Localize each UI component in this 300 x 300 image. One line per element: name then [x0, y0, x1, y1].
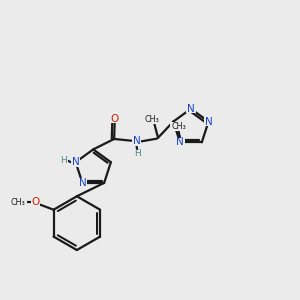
Bar [10, 198, 27, 207]
Bar [132, 137, 141, 146]
Text: N: N [72, 157, 80, 167]
Bar [133, 150, 141, 158]
Text: O: O [111, 114, 119, 124]
Text: N: N [79, 178, 86, 188]
Text: N: N [205, 117, 212, 127]
Bar [175, 138, 185, 147]
Bar [110, 114, 119, 123]
Text: N: N [133, 136, 140, 146]
Text: CH₃: CH₃ [144, 115, 159, 124]
Text: CH₃: CH₃ [171, 122, 186, 131]
Text: H: H [60, 156, 67, 165]
Text: CH₃: CH₃ [11, 198, 26, 207]
Text: N: N [187, 104, 195, 114]
Bar [170, 122, 187, 131]
Text: H: H [134, 149, 140, 158]
Bar [204, 117, 213, 126]
Bar [71, 158, 80, 167]
Text: O: O [32, 197, 40, 207]
Text: N: N [176, 137, 184, 147]
Bar [59, 157, 68, 165]
Bar [186, 104, 196, 113]
Bar [31, 198, 40, 207]
Bar [78, 178, 87, 188]
Bar [143, 116, 160, 124]
